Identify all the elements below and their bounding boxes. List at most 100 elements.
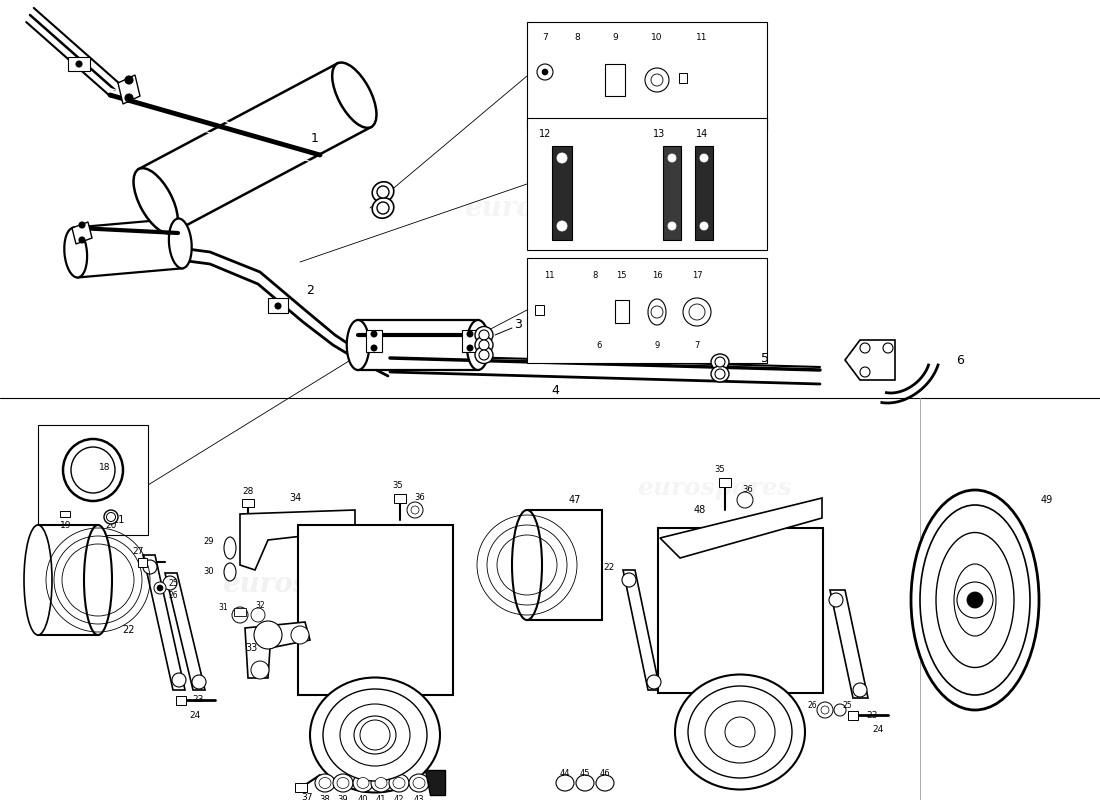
Ellipse shape (389, 774, 409, 792)
Ellipse shape (475, 337, 493, 354)
Ellipse shape (353, 774, 373, 792)
Text: 8: 8 (574, 33, 580, 42)
Polygon shape (165, 573, 205, 690)
Ellipse shape (333, 774, 353, 792)
Bar (462, 330, 478, 352)
Bar (527, 258, 767, 363)
Text: 16: 16 (651, 271, 662, 281)
Ellipse shape (224, 537, 236, 559)
Text: 12: 12 (539, 129, 551, 139)
Ellipse shape (466, 320, 490, 370)
Circle shape (542, 69, 548, 75)
Text: 9: 9 (654, 342, 660, 350)
Polygon shape (660, 498, 822, 558)
Bar (68, 57, 90, 71)
Text: eurospares: eurospares (638, 476, 792, 500)
Circle shape (700, 222, 708, 230)
Text: 23: 23 (192, 695, 204, 705)
Circle shape (860, 367, 870, 377)
Text: 41: 41 (376, 795, 386, 800)
Text: 19: 19 (60, 521, 72, 530)
Circle shape (737, 492, 754, 508)
Text: 40: 40 (358, 795, 368, 800)
Bar (298, 525, 453, 695)
Text: 48: 48 (694, 505, 706, 515)
Circle shape (852, 683, 867, 697)
Circle shape (715, 357, 725, 367)
Ellipse shape (310, 678, 440, 793)
Ellipse shape (358, 778, 368, 789)
Text: eurospares: eurospares (222, 570, 394, 598)
Text: 35: 35 (715, 466, 725, 474)
Bar (366, 330, 382, 352)
Circle shape (172, 673, 186, 687)
Bar (527, 22, 767, 130)
Bar (527, 118, 767, 250)
Circle shape (377, 202, 389, 214)
Text: 4: 4 (551, 383, 559, 397)
Ellipse shape (936, 533, 1014, 667)
Ellipse shape (64, 228, 87, 278)
Circle shape (251, 608, 265, 622)
Text: 22: 22 (604, 563, 615, 573)
Ellipse shape (72, 447, 116, 493)
Ellipse shape (337, 778, 349, 789)
Circle shape (683, 298, 711, 326)
Circle shape (371, 345, 377, 351)
Polygon shape (74, 218, 183, 278)
Ellipse shape (409, 774, 429, 792)
Ellipse shape (104, 510, 118, 524)
Text: eurospares: eurospares (464, 194, 636, 222)
Polygon shape (425, 770, 446, 795)
Text: 35: 35 (393, 482, 404, 490)
Circle shape (468, 331, 473, 337)
Ellipse shape (319, 778, 331, 789)
Circle shape (668, 154, 676, 162)
Text: 5: 5 (761, 351, 769, 365)
Circle shape (154, 582, 166, 594)
Circle shape (537, 64, 553, 80)
Bar (60, 511, 70, 517)
Polygon shape (615, 300, 629, 323)
Polygon shape (623, 570, 660, 690)
Ellipse shape (84, 525, 112, 635)
Text: 11: 11 (696, 33, 707, 42)
Ellipse shape (596, 775, 614, 791)
Bar (138, 558, 147, 567)
Circle shape (125, 76, 133, 84)
Text: 24: 24 (872, 726, 883, 734)
Ellipse shape (340, 704, 410, 766)
Ellipse shape (372, 198, 394, 218)
Circle shape (557, 153, 566, 163)
Text: 23: 23 (867, 710, 878, 719)
Text: 7: 7 (694, 342, 700, 350)
Text: 28: 28 (242, 487, 254, 497)
Circle shape (232, 607, 248, 623)
Text: 9: 9 (612, 33, 618, 42)
Text: 43: 43 (414, 795, 425, 800)
Text: 21: 21 (112, 515, 124, 525)
Circle shape (715, 369, 725, 379)
Text: 22: 22 (122, 625, 135, 635)
Ellipse shape (375, 778, 387, 789)
Circle shape (621, 573, 636, 587)
Polygon shape (830, 590, 868, 698)
Text: 27: 27 (132, 547, 144, 557)
Text: 7: 7 (542, 33, 548, 42)
Circle shape (79, 222, 85, 228)
Text: 2: 2 (306, 283, 313, 297)
Circle shape (478, 330, 490, 340)
Polygon shape (143, 555, 185, 690)
Ellipse shape (512, 510, 542, 620)
Ellipse shape (675, 674, 805, 790)
Ellipse shape (412, 778, 425, 789)
Ellipse shape (911, 490, 1040, 710)
Text: 32: 32 (255, 601, 265, 610)
Bar (39, 525, 98, 635)
Ellipse shape (224, 563, 236, 581)
Ellipse shape (371, 774, 390, 792)
Circle shape (371, 331, 377, 337)
Ellipse shape (346, 320, 370, 370)
Bar (268, 298, 288, 313)
Text: 24: 24 (189, 710, 200, 719)
